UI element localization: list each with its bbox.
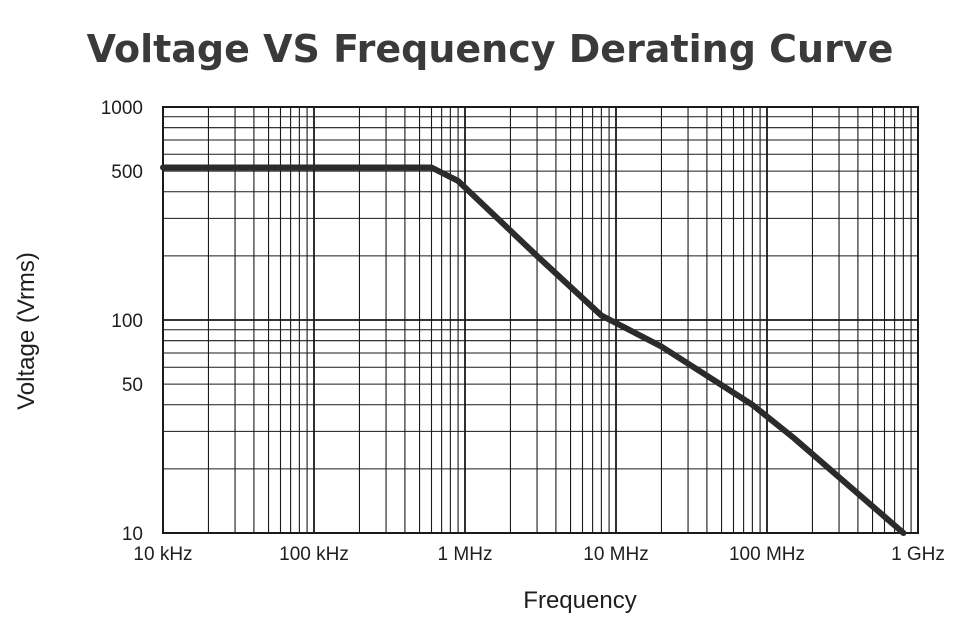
y-tick-label: 10 — [122, 524, 143, 545]
x-tick-label: 100 MHz — [729, 544, 805, 565]
chart-title: Voltage VS Frequency Derating Curve — [87, 27, 894, 71]
x-tick-label: 10 kHz — [133, 544, 192, 565]
x-axis-label: Frequency — [523, 587, 636, 614]
x-tick-label: 100 kHz — [279, 544, 349, 565]
x-tick-label: 10 MHz — [583, 544, 648, 565]
y-tick-label: 1000 — [101, 98, 143, 119]
x-tick-label: 1 MHz — [438, 544, 493, 565]
y-tick-label: 50 — [122, 375, 143, 396]
x-tick-label: 1 GHz — [891, 544, 945, 565]
plot-grid — [162, 107, 918, 534]
y-tick-labels: 1000 500 100 50 10 — [101, 98, 143, 545]
x-tick-labels: 10 kHz 100 kHz 1 MHz 10 MHz 100 MHz 1 GHz — [133, 544, 945, 565]
y-tick-label: 100 — [111, 311, 143, 332]
derating-curve-line — [160, 164, 907, 536]
plot-frame — [162, 106, 919, 534]
y-tick-label: 500 — [111, 162, 143, 183]
curve-layer — [160, 164, 907, 536]
y-axis-label: Voltage (Vrms) — [13, 252, 40, 410]
